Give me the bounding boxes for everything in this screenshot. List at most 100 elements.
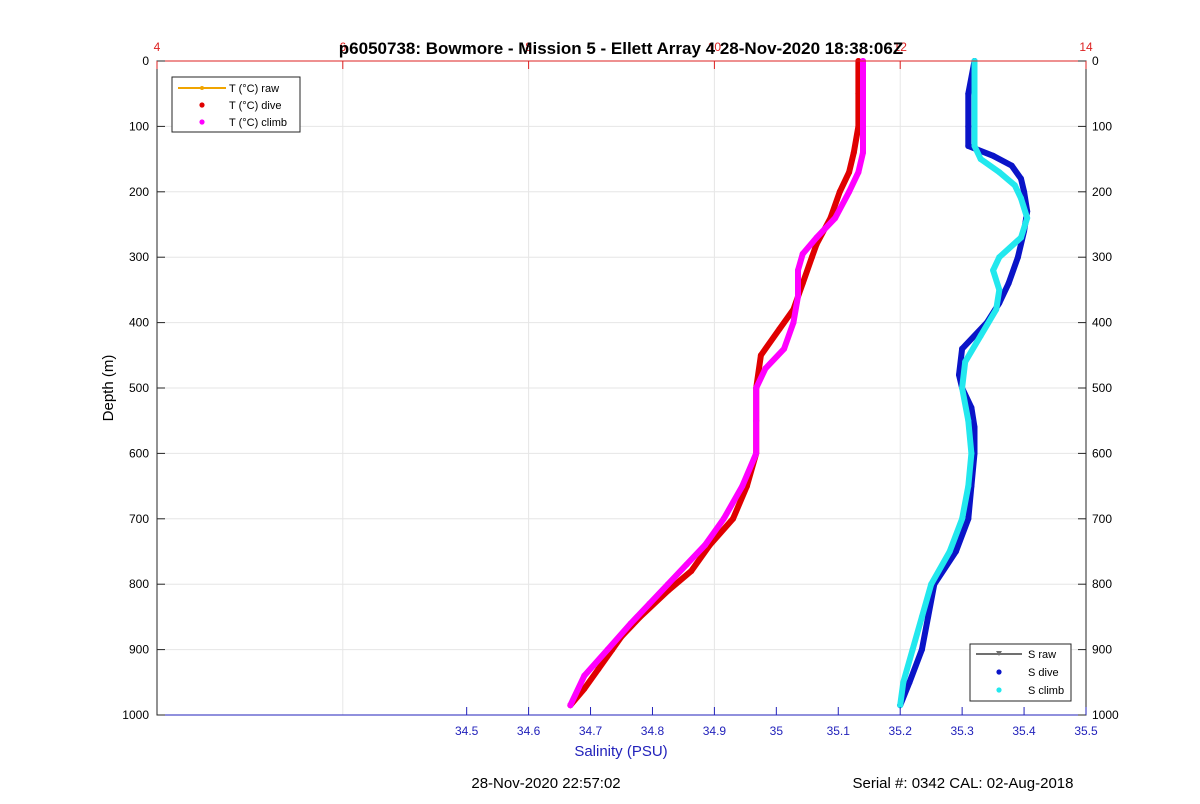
s-raw-legend-marker bbox=[996, 651, 1002, 656]
salinity-tick-label: 35.5 bbox=[1074, 724, 1098, 738]
s-dive-point bbox=[990, 152, 997, 159]
s-climb-point bbox=[918, 613, 925, 620]
depth-tick-label-right: 200 bbox=[1092, 185, 1112, 199]
t-c-climb-point bbox=[646, 600, 653, 607]
t-c-dive-point bbox=[730, 515, 736, 522]
s-dive-legend-swatch bbox=[996, 669, 1002, 675]
depth-tick-label: 300 bbox=[129, 250, 149, 264]
t-c-climb-point bbox=[627, 620, 634, 627]
depth-tick-label-right: 300 bbox=[1092, 250, 1112, 264]
t-c-climb-point bbox=[753, 385, 760, 391]
depth-tick-label-right: 400 bbox=[1092, 316, 1112, 330]
s-climb-point bbox=[959, 385, 966, 391]
s-dive-point bbox=[925, 613, 932, 620]
s-climb-point bbox=[900, 679, 907, 686]
s-climb-point bbox=[1024, 215, 1031, 221]
depth-tick-label: 200 bbox=[129, 185, 149, 199]
salinity-tick-label: 34.8 bbox=[641, 724, 665, 738]
s-climb-point bbox=[996, 169, 1003, 176]
t-c-climb-point bbox=[795, 267, 801, 274]
salinity-tick-label: 35.4 bbox=[1012, 724, 1036, 738]
s-climb-point bbox=[1018, 195, 1024, 202]
t-c-climb-point bbox=[604, 646, 611, 653]
t-c-climb-point bbox=[753, 450, 760, 457]
s-dive-point bbox=[952, 548, 959, 555]
t-c-climb-point bbox=[799, 250, 806, 257]
t-climb-legend-label: T (°C) climb bbox=[229, 117, 287, 129]
s-dive-point bbox=[965, 90, 972, 97]
t-c-climb-point bbox=[795, 293, 801, 300]
s-dive-point bbox=[1005, 280, 1012, 287]
s-climb-legend-swatch bbox=[996, 687, 1002, 693]
s-climb-point bbox=[990, 267, 997, 274]
t-raw-legend-marker bbox=[200, 86, 204, 90]
t-c-dive-point bbox=[688, 568, 695, 575]
temperature-tick-label: 14 bbox=[1079, 40, 1093, 54]
s-dive-point bbox=[965, 515, 972, 522]
footer-serial: Serial #: 0342 CAL: 02-Aug-2018 bbox=[853, 775, 1074, 792]
salinity-tick-label: 34.6 bbox=[517, 724, 541, 738]
chart-title: p6050738: Bowmore - Mission 5 - Ellett A… bbox=[339, 39, 903, 58]
t-c-climb-point bbox=[832, 215, 839, 221]
t-c-climb-point bbox=[702, 542, 709, 548]
temperature-tick-label: 12 bbox=[894, 40, 908, 54]
depth-tick-label-right: 600 bbox=[1092, 446, 1112, 460]
salinity-tick-label: 35.2 bbox=[889, 724, 913, 738]
grid bbox=[156, 60, 1087, 716]
t-dive-legend-label: T (°C) dive bbox=[229, 100, 281, 112]
depth-tick-label: 500 bbox=[129, 381, 149, 395]
t-c-climb-point bbox=[683, 561, 690, 568]
s-climb-point bbox=[971, 143, 978, 149]
t-c-climb-point bbox=[753, 417, 760, 424]
s-climb-point bbox=[1011, 182, 1018, 189]
depth-tick-label-right: 900 bbox=[1092, 643, 1112, 657]
t-c-dive-point bbox=[855, 123, 862, 130]
t-c-climb-point bbox=[846, 188, 853, 195]
t-c-dive-point bbox=[855, 90, 862, 97]
s-dive-point bbox=[1018, 175, 1024, 182]
t-c-dive-point bbox=[776, 326, 783, 333]
t-c-climb-point bbox=[855, 169, 862, 176]
s-climb-point bbox=[959, 515, 966, 522]
s-climb-point bbox=[971, 123, 978, 130]
s-dive-point bbox=[1021, 188, 1028, 195]
s-climb-point bbox=[965, 417, 972, 424]
salinity-tick-label: 34.7 bbox=[579, 724, 603, 738]
temperature-tick-label: 6 bbox=[339, 40, 346, 54]
s-climb-point bbox=[996, 254, 1003, 261]
s-climb-point bbox=[971, 90, 978, 97]
depth-tick-label: 900 bbox=[129, 643, 149, 657]
temperature-tick-label: 10 bbox=[708, 40, 722, 54]
s-dive-legend-label: S dive bbox=[1028, 667, 1059, 679]
depth-tick-label-right: 700 bbox=[1092, 512, 1112, 526]
s-raw-legend-label: S raw bbox=[1028, 649, 1056, 661]
t-c-climb-point bbox=[860, 90, 866, 97]
t-c-dive-point bbox=[757, 352, 764, 359]
depth-tick-label-right: 800 bbox=[1092, 577, 1112, 591]
s-climb-point bbox=[909, 646, 916, 653]
depth-tick-label: 100 bbox=[129, 119, 149, 133]
s-climb-point bbox=[968, 450, 975, 457]
s-climb-point bbox=[928, 581, 935, 588]
t-c-dive-point bbox=[799, 280, 806, 287]
t-c-climb-point bbox=[813, 234, 820, 241]
temperature-legend-box bbox=[171, 76, 301, 133]
s-climb-line bbox=[897, 58, 1031, 709]
s-dive-point bbox=[918, 646, 925, 653]
depth-ticks: 0 0 100 100 200 200 300 300 400 400 500 500 600 600 70… bbox=[122, 54, 1119, 722]
t-c-dive-point bbox=[836, 188, 843, 195]
temperature-tick-label: 8 bbox=[525, 40, 532, 54]
s-dive-point bbox=[959, 345, 966, 352]
depth-tick-label-right: 500 bbox=[1092, 381, 1112, 395]
s-dive-line bbox=[897, 58, 1031, 709]
t-c-dive-point bbox=[850, 149, 857, 156]
salinity-legend: S raw S dive S climb bbox=[969, 643, 1072, 702]
depth-tick-label-right: 0 bbox=[1092, 54, 1099, 68]
depth-tick-label: 600 bbox=[129, 446, 149, 460]
t-c-climb-point bbox=[665, 581, 671, 588]
s-climb-point bbox=[946, 548, 953, 555]
s-climb-point bbox=[897, 702, 904, 709]
t-c-climb-point bbox=[790, 319, 797, 326]
s-climb-point bbox=[965, 483, 972, 490]
